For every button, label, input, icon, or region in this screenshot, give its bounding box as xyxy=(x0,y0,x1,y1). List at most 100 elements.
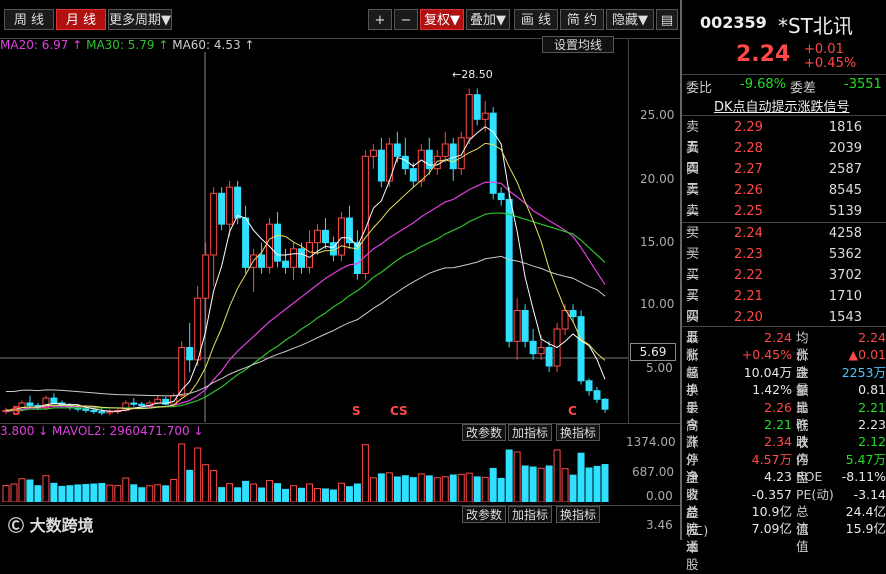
volume-bar xyxy=(194,447,202,502)
volume-add-indicator-button[interactable]: 加指标 xyxy=(508,424,552,441)
stat-label: 总手 xyxy=(686,364,699,398)
ma-settings-button[interactable]: 设置均线 xyxy=(542,36,614,53)
logo-icon: Ⓒ xyxy=(8,516,30,535)
volume-bar xyxy=(74,484,82,502)
weibi-value: -9.68% xyxy=(740,77,786,92)
volume-legend: 3.800 ↓ MAVOL2: 2960471.700 ↓ xyxy=(0,424,204,438)
indicator-params-button[interactable]: 改参数 xyxy=(462,506,506,523)
stat-value: 1.42% xyxy=(752,382,792,398)
stat-label: PE(动) xyxy=(796,486,834,502)
ask-label: 卖四 xyxy=(686,141,700,176)
ma30-legend: MA30: 5.79 xyxy=(86,38,155,52)
stat-value: +0.45% xyxy=(741,347,792,363)
volume-bar xyxy=(170,478,178,502)
candle-body xyxy=(290,248,298,268)
candle-body xyxy=(569,310,577,318)
volume-bar xyxy=(521,465,529,502)
bid-label: 买五 xyxy=(686,310,700,345)
indicator-switch-button[interactable]: 换指标 xyxy=(556,506,600,523)
ask-volume: 5139 xyxy=(828,204,862,219)
zoom-in-button[interactable]: + xyxy=(368,9,392,30)
indicator-add-button[interactable]: 加指标 xyxy=(508,506,552,523)
stat-label: 内盘 xyxy=(796,451,809,485)
volume-bar xyxy=(561,468,569,502)
draw-line-button[interactable]: 画 线 xyxy=(514,9,558,30)
kline-chart[interactable] xyxy=(0,52,628,422)
ma60-line xyxy=(5,255,606,397)
overlay-button[interactable]: 叠加▼ xyxy=(466,9,510,30)
indicator-tick: 3.46 xyxy=(646,518,673,532)
bid-price: 2.22 xyxy=(734,268,763,283)
candle-body xyxy=(457,137,465,170)
adjust-button[interactable]: 复权▼ xyxy=(420,9,464,30)
volume-bar xyxy=(82,483,90,502)
price-tick: 15.00 xyxy=(640,235,675,249)
divider xyxy=(682,222,886,223)
simple-button[interactable]: 简 约 xyxy=(560,9,604,30)
candle-body xyxy=(282,260,290,268)
divider xyxy=(682,115,886,116)
stat-value: 10.04万 xyxy=(743,364,792,380)
ask-volume: 1816 xyxy=(828,120,862,135)
ma20-legend: MA20: 6.97 xyxy=(0,38,69,52)
adjust-label: 复权 xyxy=(423,13,450,28)
volume-bar xyxy=(250,483,258,502)
stat-value: 4.23 xyxy=(764,469,792,485)
candle-body xyxy=(345,217,353,244)
bid-price: 2.23 xyxy=(734,247,763,262)
signal-marker: CS xyxy=(390,404,408,418)
volume-bar xyxy=(154,484,162,502)
stat-label: 金额 xyxy=(796,364,809,398)
volume-bar xyxy=(138,487,146,502)
arrow-left-icon: ← xyxy=(452,68,462,81)
volume-bar xyxy=(577,452,585,502)
week-button[interactable]: 周 线 xyxy=(4,9,54,30)
ma60-legend: MA60: 4.53 xyxy=(172,38,241,52)
volume-bar xyxy=(553,449,561,502)
candle-body xyxy=(441,143,449,157)
bid-label: 买三 xyxy=(686,268,700,303)
candle-body xyxy=(409,168,417,182)
volume-bar xyxy=(2,485,10,502)
dk-signal-link[interactable]: DK点自动提示涨跌信号 xyxy=(714,100,850,115)
volume-bar xyxy=(290,485,298,502)
panel-icon[interactable]: ▤ xyxy=(656,9,678,30)
month-button[interactable]: 月 线 xyxy=(56,9,106,30)
candle-body xyxy=(449,143,457,170)
candle-body xyxy=(473,94,481,120)
candle-body xyxy=(106,411,114,414)
more-periods-button[interactable]: 更多周期▼ xyxy=(108,9,172,30)
volume-bar xyxy=(417,473,425,502)
volume-bar xyxy=(298,487,306,502)
stat-value: 5.47万 xyxy=(845,451,886,467)
price-axis xyxy=(628,38,681,423)
stat-label: 最新 xyxy=(686,330,699,363)
volume-bar xyxy=(537,467,545,502)
stock-code: 002359 xyxy=(700,13,767,32)
candle-body xyxy=(369,149,377,157)
volume-panel xyxy=(0,423,680,506)
volume-bar xyxy=(473,476,481,502)
volume-bar xyxy=(569,474,577,502)
stat-value: 4.57万 xyxy=(751,451,792,467)
volume-params-button[interactable]: 改参数 xyxy=(462,424,506,441)
volume-switch-indicator-button[interactable]: 换指标 xyxy=(556,424,600,441)
candle-body xyxy=(321,229,329,244)
arrow-up-icon: ↑ xyxy=(68,38,87,52)
volume-bar xyxy=(234,487,242,502)
candle-body xyxy=(178,347,186,397)
signal-marker: S xyxy=(352,404,361,418)
hide-button[interactable]: 隐藏▼ xyxy=(606,9,654,30)
zoom-out-button[interactable]: − xyxy=(394,9,418,30)
volume-bar xyxy=(282,488,290,502)
price-tick: 10.00 xyxy=(640,297,675,311)
price-change: +0.01 xyxy=(804,42,844,57)
stat-label: 流值 xyxy=(796,521,809,555)
volume-bar xyxy=(146,485,154,502)
signal-marker: C xyxy=(568,404,577,418)
candle-body xyxy=(489,112,497,194)
arrow-up-icon: ↑ xyxy=(154,38,173,52)
volume-bar xyxy=(218,487,226,502)
candle-body xyxy=(593,390,601,400)
volume-bar xyxy=(585,467,593,502)
